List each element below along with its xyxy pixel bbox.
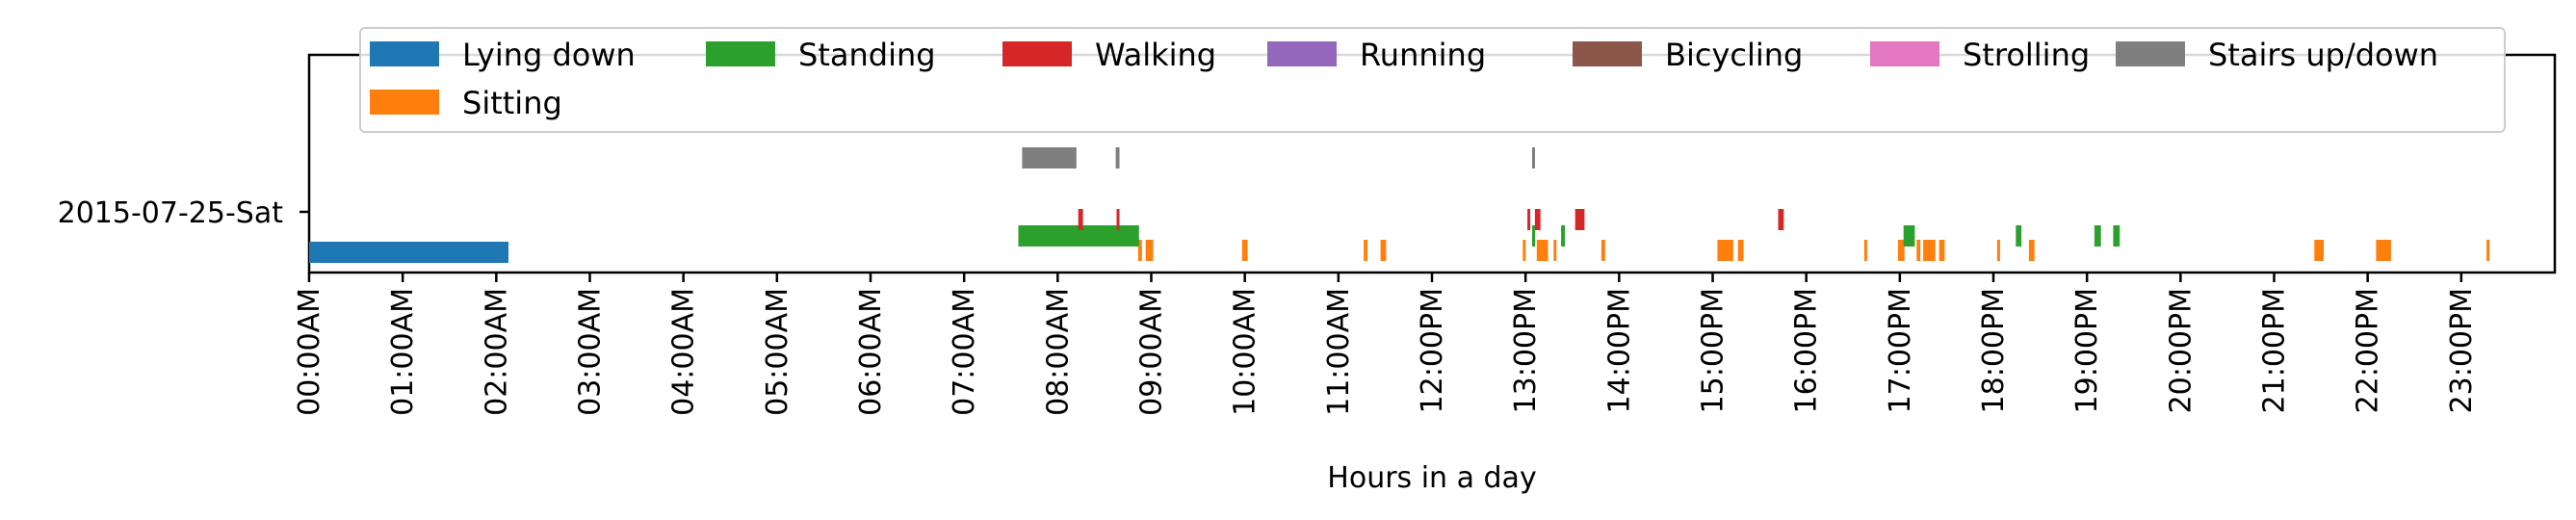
legend-swatch-bicycling <box>1573 41 1642 66</box>
x-tick-label: 09:00AM <box>1135 288 1169 416</box>
bar-walking <box>1778 209 1784 230</box>
bar-walking <box>1078 209 1083 230</box>
x-tick-label: 00:00AM <box>293 288 326 416</box>
bar-sitting <box>1522 240 1526 261</box>
legend-swatch-walking <box>1002 41 1072 66</box>
x-tick-label: 20:00PM <box>2164 288 2198 413</box>
legend-label-walking: Walking <box>1095 37 1216 73</box>
bar-standing <box>2094 225 2101 247</box>
bar-sitting <box>1863 240 1867 261</box>
legend: Lying down Standing Walking Running Bicyclin… <box>359 27 2506 133</box>
legend-label-sitting: Sitting <box>462 85 562 121</box>
legend-swatch-stairs-up-down <box>2116 41 2185 66</box>
y-tick-label: 2015-07-25-Sat <box>58 196 284 230</box>
x-tick-label: 22:00PM <box>2352 288 2385 413</box>
x-tick-label: 19:00PM <box>2070 288 2104 413</box>
bar-sitting <box>1137 240 1142 261</box>
x-axis: 00:00AM 01:00AM 02:00AM 03:00AM 04:00AM 05:00… <box>293 273 2479 416</box>
bar-sitting <box>1241 240 1248 261</box>
x-tick-label: 04:00AM <box>667 288 701 416</box>
bar-lying-down <box>309 242 508 263</box>
bar-sitting <box>1737 240 1744 261</box>
legend-swatch-strolling <box>1870 41 1939 66</box>
activity-bars <box>309 147 2490 263</box>
bar-sitting <box>1916 240 1921 261</box>
bar-stairs-up-down <box>1022 147 1077 169</box>
x-tick-label: 15:00PM <box>1697 288 1730 413</box>
legend-label-strolling: Strolling <box>1963 37 2090 73</box>
x-tick-label: 05:00AM <box>761 288 794 416</box>
x-tick-label: 14:00PM <box>1602 288 1636 413</box>
legend-label-running: Running <box>1360 37 1486 73</box>
x-tick-label: 06:00AM <box>854 288 888 416</box>
legend-swatch-standing <box>706 41 775 66</box>
bar-sitting <box>1996 240 2000 261</box>
bar-sitting <box>1145 240 1154 261</box>
bar-sitting <box>2028 240 2035 261</box>
x-tick-label: 02:00AM <box>480 288 513 416</box>
bar-sitting <box>1939 240 1945 261</box>
bar-sitting <box>1897 240 1905 261</box>
bar-standing <box>2016 225 2022 247</box>
bar-sitting <box>1717 240 1733 261</box>
bar-walking <box>1527 209 1531 230</box>
x-tick-label: 21:00PM <box>2258 288 2292 413</box>
x-tick-label: 18:00PM <box>1977 288 2011 413</box>
bar-walking <box>1534 209 1541 230</box>
x-tick-label: 12:00PM <box>1416 288 1449 413</box>
x-tick-label: 13:00PM <box>1509 288 1543 413</box>
x-tick-label: 17:00PM <box>1884 288 1917 413</box>
legend-label-stairs-up-down: Stairs up/down <box>2208 37 2438 73</box>
x-tick-label: 23:00PM <box>2445 288 2479 413</box>
bar-sitting <box>2314 240 2324 261</box>
legend-label-lying-down: Lying down <box>462 37 636 73</box>
x-tick-label: 16:00PM <box>1790 288 1824 413</box>
bar-sitting <box>2376 240 2391 261</box>
bar-sitting <box>1364 240 1367 261</box>
bar-standing <box>1903 225 1915 247</box>
x-tick-label: 01:00AM <box>386 288 420 416</box>
x-tick-label: 08:00AM <box>1041 288 1075 416</box>
x-tick-label: 10:00AM <box>1229 288 1262 416</box>
legend-box <box>359 27 2506 133</box>
bar-sitting <box>1536 240 1548 261</box>
bar-standing <box>2113 225 2121 247</box>
x-tick-label: 03:00AM <box>574 288 608 416</box>
bar-sitting <box>1923 240 1936 261</box>
bar-stairs-up-down <box>1532 147 1535 169</box>
bar-standing <box>1018 225 1139 247</box>
bar-stairs-up-down <box>1115 147 1120 169</box>
legend-swatch-sitting <box>370 90 439 115</box>
bar-sitting <box>1600 240 1605 261</box>
legend-swatch-lying-down <box>370 41 439 66</box>
bar-standing <box>1561 225 1565 247</box>
bar-sitting <box>2486 240 2490 261</box>
x-tick-label: 11:00AM <box>1322 288 1356 416</box>
y-axis: 2015-07-25-Sat <box>58 196 309 230</box>
x-tick-label: 07:00AM <box>948 288 981 416</box>
legend-label-bicycling: Bicycling <box>1665 37 1803 73</box>
bar-walking <box>1574 209 1585 230</box>
bar-sitting <box>1553 240 1557 261</box>
legend-swatch-running <box>1267 41 1337 66</box>
bar-standing <box>1532 225 1535 247</box>
x-axis-label: Hours in a day <box>1327 461 1536 495</box>
bar-sitting <box>1380 240 1387 261</box>
legend-label-standing: Standing <box>798 37 936 73</box>
bar-walking <box>1116 209 1120 230</box>
